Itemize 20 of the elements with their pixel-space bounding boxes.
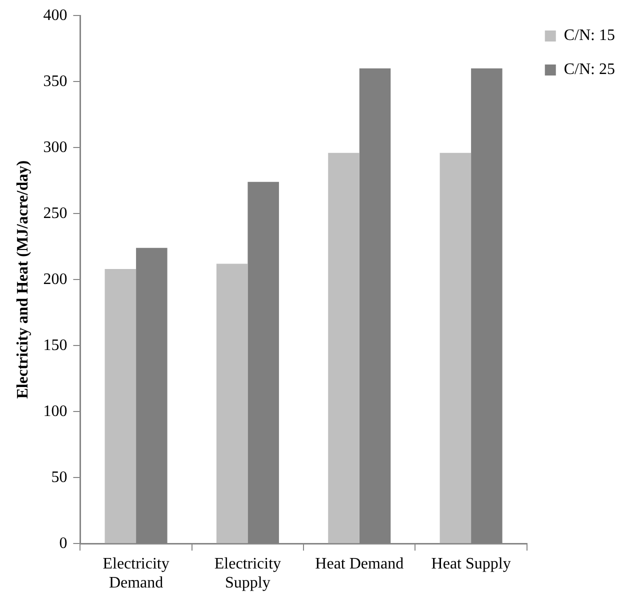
- legend-label: C/N: 15: [564, 27, 616, 44]
- bar: [104, 269, 136, 544]
- x-tick-label: Electricity Demand: [102, 555, 170, 592]
- x-tick-label: Heat Supply: [431, 555, 511, 572]
- y-tick-label: 300: [43, 138, 68, 156]
- legend-label: C/N: 25: [564, 61, 616, 78]
- y-axis-title: Electricity and Heat (MJ/acre/day): [14, 160, 32, 399]
- bar: [440, 152, 472, 544]
- y-tick-label: 150: [43, 336, 68, 354]
- y-tick-label: 350: [43, 72, 68, 90]
- y-tick-label: 100: [43, 402, 68, 420]
- y-tick-label: 250: [43, 204, 68, 222]
- x-tick-label: Heat Demand: [315, 555, 404, 572]
- y-tick-label: 400: [43, 6, 68, 24]
- bar: [328, 152, 360, 544]
- x-tick-label: Electricity Supply: [214, 555, 282, 592]
- y-tick-label: 200: [43, 270, 68, 288]
- y-tick-label: 50: [51, 468, 68, 486]
- y-tick-label: 0: [59, 534, 68, 552]
- bar: [216, 264, 248, 544]
